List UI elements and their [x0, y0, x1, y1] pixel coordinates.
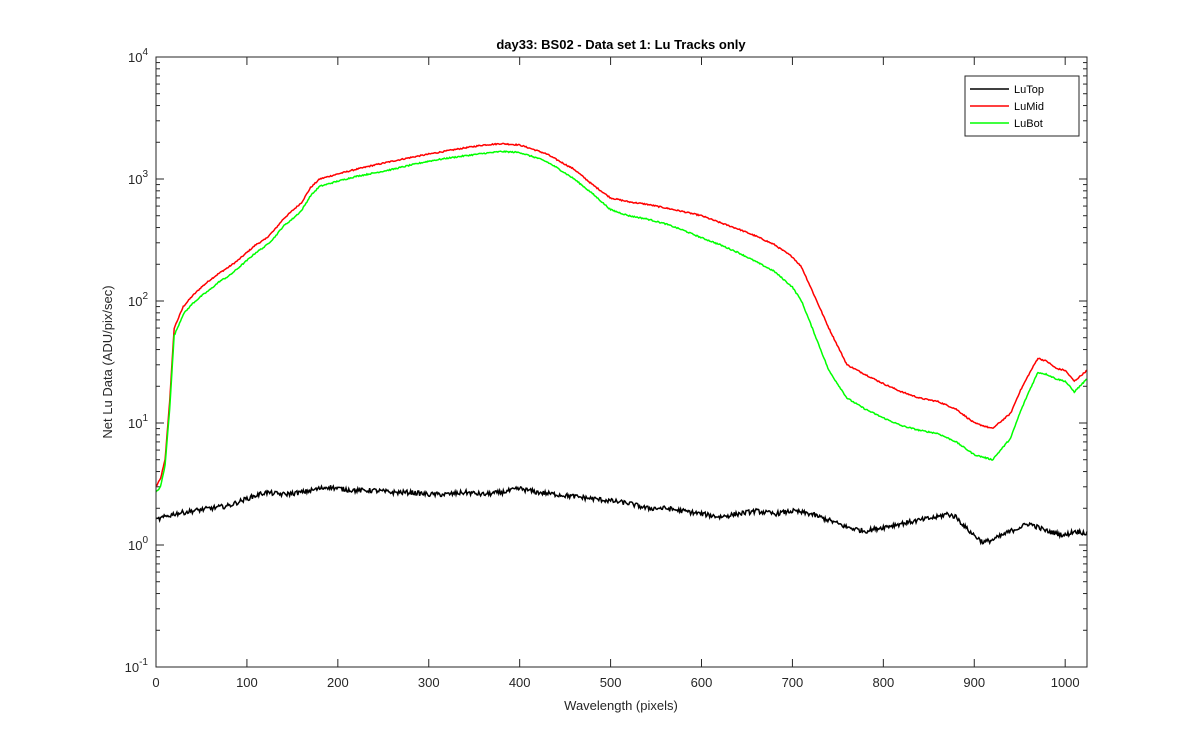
x-tick-label: 700: [782, 675, 804, 690]
x-tick-label: 1000: [1051, 675, 1080, 690]
y-tick-label: 100: [128, 535, 148, 553]
chart-title: day33: BS02 - Data set 1: Lu Tracks only: [496, 37, 746, 52]
y-tick-label: 10-1: [125, 657, 149, 675]
x-tick-label: 900: [963, 675, 985, 690]
series-layer: [155, 142, 1088, 546]
y-tick-label: 103: [128, 169, 148, 187]
legend-label: LuBot: [1014, 118, 1043, 130]
x-tick-label: 200: [327, 675, 349, 690]
legend-label: LuMid: [1014, 101, 1044, 113]
axis-ticks: 0 100 200 300 400 500 600 700 800 900 1000 10-1 100 1…: [125, 47, 1087, 690]
legend-label: LuTop: [1014, 84, 1044, 96]
x-tick-label: 100: [236, 675, 258, 690]
series-line-lumid: [155, 142, 1088, 488]
x-axis-label: Wavelength (pixels): [564, 698, 678, 713]
y-tick-label: 101: [128, 413, 148, 431]
plot-box: [155, 56, 1088, 668]
x-tick-label: 600: [691, 675, 713, 690]
series-line-lutop: [155, 484, 1088, 546]
x-tick-label: 500: [600, 675, 622, 690]
legend: LuTop LuMid LuBot: [964, 75, 1080, 137]
y-axis-label: Net Lu Data (ADU/pix/sec): [100, 285, 115, 438]
x-tick-label: 800: [872, 675, 894, 690]
y-tick-label: 104: [128, 47, 148, 65]
series-line-lubot: [155, 150, 1088, 493]
x-tick-label: 300: [418, 675, 440, 690]
y-tick-label: 102: [128, 291, 148, 309]
x-tick-label: 0: [152, 675, 159, 690]
plot-area: [156, 57, 1087, 667]
x-tick-label: 400: [509, 675, 531, 690]
